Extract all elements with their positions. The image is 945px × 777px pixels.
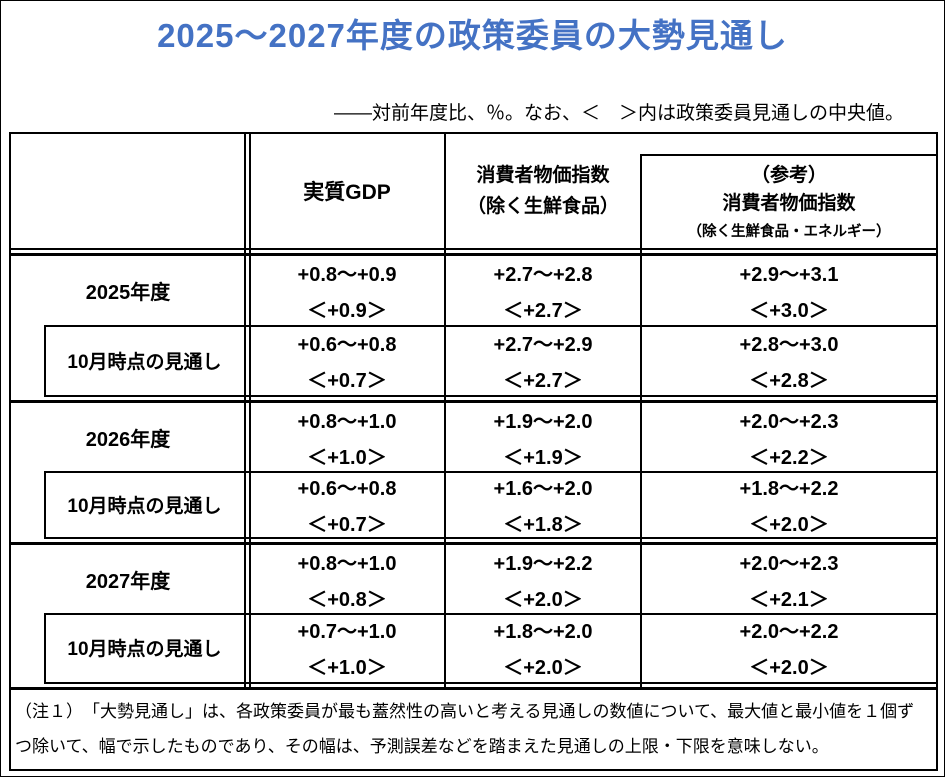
cpi-ref-cell: +2.0～+2.2 ＜+2.0＞ xyxy=(739,621,839,679)
page-title: 2025～2027年度の政策委員の大勢見通し xyxy=(157,17,788,54)
table-row-fy2027: 2027年度 +0.8～+1.0 ＜+0.8＞ +1.9～+2.2 ＜+2.0＞ +… xyxy=(11,545,936,613)
cpi-cell: +1.6～+2.0 ＜+1.8＞ xyxy=(493,477,593,536)
column-header-label: 実質GDP xyxy=(303,181,391,204)
divider xyxy=(44,613,936,615)
table-row-fy2027-october: 10月時点の見通し +0.7～+1.0 ＜+1.0＞ +1.8～+2.0 ＜+2.0… xyxy=(11,613,936,682)
divider xyxy=(44,471,936,473)
gdp-cell: +0.8～+1.0 ＜+0.8＞ xyxy=(297,552,397,611)
gdp-cell: +0.6～+0.8 ＜+0.7＞ xyxy=(297,333,397,392)
divider xyxy=(11,542,936,545)
cpi-ref-cell: +2.8～+3.0 ＜+2.8＞ xyxy=(739,333,839,392)
column-header-sublabel: （除く生鮮食品・エネルギー） xyxy=(687,223,891,240)
table-row-fy2026-october: 10月時点の見通し +0.6～+0.8 ＜+0.7＞ +1.6～+2.0 ＜+1.8… xyxy=(11,471,936,537)
divider xyxy=(44,682,936,684)
row-label: 10月時点の見通し xyxy=(67,495,222,517)
divider xyxy=(44,613,46,682)
gdp-cell: +0.7～+1.0 ＜+1.0＞ xyxy=(297,621,397,679)
row-label: 10月時点の見通し xyxy=(67,351,222,373)
cpi-cell: +1.9～+2.2 ＜+2.0＞ xyxy=(493,552,593,611)
divider xyxy=(44,537,936,539)
divider xyxy=(11,253,936,256)
divider xyxy=(44,395,936,397)
cpi-ref-cell: +1.8～+2.2 ＜+2.0＞ xyxy=(739,477,839,536)
column-header-real-gdp: 実質GDP xyxy=(250,134,444,248)
footnote: （注１） 「大勢見通し」は、各政策委員が最も蓋然性の高いと考える見通しの数値につ… xyxy=(15,694,931,764)
gdp-cell: +0.6～+0.8 ＜+0.7＞ xyxy=(297,477,397,536)
cpi-cell: +2.7～+2.8 ＜+2.7＞ xyxy=(493,264,593,322)
column-header-sublabel: （除く生鮮食品） xyxy=(466,196,619,217)
table-caption: ――対前年度比、％。なお、＜ ＞内は政策委員見通しの中央値。 xyxy=(333,103,904,124)
column-header-label: 消費者物価指数 xyxy=(722,192,856,214)
column-header-reference-tag: （参考） xyxy=(750,164,827,186)
divider xyxy=(444,134,446,690)
footnote-line-1: （注１） 「大勢見通し」は、各政策委員が最も蓋然性の高いと考える見通しの数値につ… xyxy=(15,702,915,721)
cpi-ref-cell: +2.0～+2.3 ＜+2.1＞ xyxy=(739,552,839,611)
table-row-fy2026: 2026年度 +0.8～+1.0 ＜+1.0＞ +1.9～+2.0 ＜+1.9＞ +… xyxy=(11,403,936,471)
divider xyxy=(44,325,46,395)
divider xyxy=(640,154,642,690)
table-row-fy2025: 2025年度 +0.8～+0.9 ＜+0.9＞ +2.7～+2.8 ＜+2.7＞ +… xyxy=(11,256,936,325)
table-row-fy2025-october: 10月時点の見通し +0.6～+0.8 ＜+0.7＞ +2.7～+2.9 ＜+2.7… xyxy=(11,325,936,395)
divider xyxy=(11,687,936,690)
row-label: 10月時点の見通し xyxy=(67,639,222,660)
footnote-line-2: つ除いて、幅で示したものであり、その幅は、予測誤差などを踏まえた見通しの上限・下… xyxy=(15,737,829,756)
row-label: 2027年度 xyxy=(85,570,171,593)
cpi-ref-cell: +2.9～+3.1 ＜+3.0＞ xyxy=(739,264,839,322)
row-label: 2025年度 xyxy=(85,282,171,304)
column-header-cpi: 消費者物価指数 （除く生鮮食品） xyxy=(446,134,640,248)
gdp-cell: +0.8～+1.0 ＜+1.0＞ xyxy=(297,410,397,469)
cpi-cell: +2.7～+2.9 ＜+2.7＞ xyxy=(493,333,593,392)
column-header-label: 消費者物価指数 xyxy=(476,165,610,186)
divider xyxy=(640,154,936,156)
divider xyxy=(249,134,251,690)
cpi-cell: +1.9～+2.0 ＜+1.9＞ xyxy=(493,410,593,469)
divider xyxy=(244,134,246,690)
divider xyxy=(11,248,936,250)
column-header-cpi-reference: （参考） 消費者物価指数 （除く生鮮食品・エネルギー） xyxy=(642,154,936,253)
forecast-table: 実質GDP 消費者物価指数 （除く生鮮食品） （参考） 消費者物価指数 （除く生… xyxy=(9,132,938,771)
cpi-ref-cell: +2.0～+2.3 ＜+2.2＞ xyxy=(739,410,839,469)
cpi-cell: +1.8～+2.0 ＜+2.0＞ xyxy=(493,621,593,679)
divider xyxy=(44,325,936,327)
gdp-cell: +0.8～+0.9 ＜+0.9＞ xyxy=(297,264,397,322)
row-label: 2026年度 xyxy=(85,428,171,451)
divider xyxy=(44,471,46,537)
divider xyxy=(11,400,936,403)
